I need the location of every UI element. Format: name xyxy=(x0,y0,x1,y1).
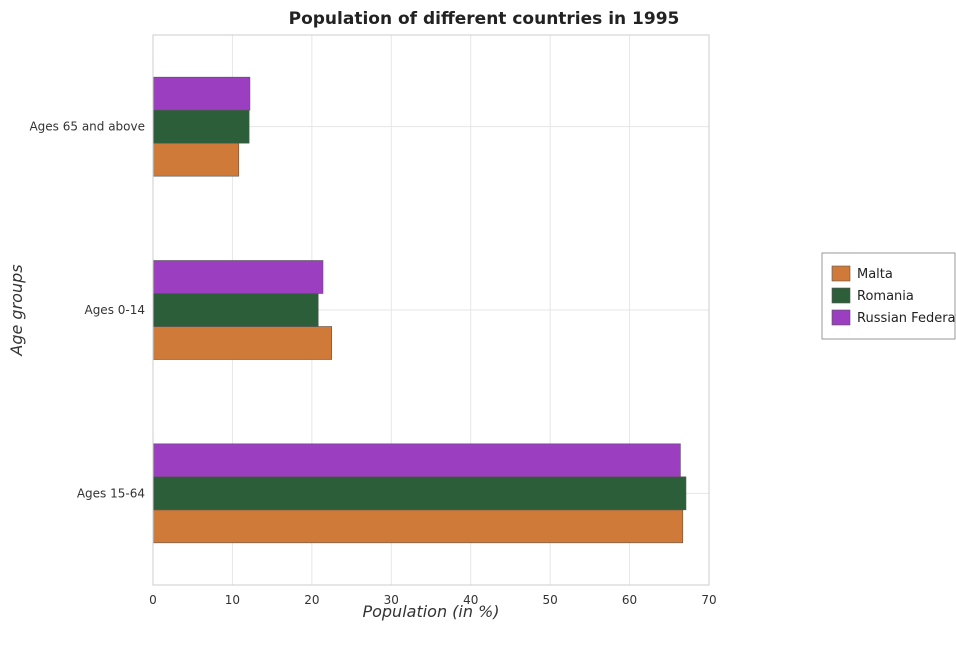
x-tick-label: 70 xyxy=(701,593,716,607)
y-tick-labels: Ages 65 and above Ages 0-14 Ages 15-64 xyxy=(29,120,145,501)
y-tick-label: Ages 0-14 xyxy=(84,303,145,317)
legend-label: Malta xyxy=(857,267,893,282)
bar-russian-federation xyxy=(152,443,681,478)
y-tick-label: Ages 65 and above xyxy=(29,120,145,134)
x-tick-label: 60 xyxy=(622,593,637,607)
bar-malta xyxy=(152,509,684,544)
legend-label: Russian Federation xyxy=(857,311,956,326)
x-tick-label: 50 xyxy=(543,593,558,607)
bar-romania xyxy=(152,476,687,511)
legend-swatch xyxy=(831,265,851,282)
legend-swatch xyxy=(831,287,851,304)
bar-malta xyxy=(152,142,240,177)
x-axis-label: Population (in %) xyxy=(362,602,499,621)
bar-russian-federation xyxy=(152,76,251,111)
y-axis-label: Age groups xyxy=(7,264,26,356)
bar-russian-federation xyxy=(152,260,324,294)
y-tick-label: Ages 15-64 xyxy=(77,486,145,500)
bars xyxy=(152,76,687,544)
legend: Malta Romania Russian Federation xyxy=(821,252,956,340)
x-tick-label: 10 xyxy=(225,593,240,607)
bar-romania xyxy=(152,293,319,327)
x-tick-labels: 0 10 20 30 40 50 60 70 xyxy=(149,593,716,607)
x-tick-label: 20 xyxy=(304,593,319,607)
bar-romania xyxy=(152,109,250,144)
x-tick-label: 30 xyxy=(384,593,399,607)
legend-swatch xyxy=(831,309,851,326)
legend-label: Romania xyxy=(857,289,914,304)
bar-malta xyxy=(152,326,333,360)
chart-title: Population of different countries in 199… xyxy=(289,9,680,29)
plot-frame xyxy=(152,34,710,586)
x-tick-label: 0 xyxy=(149,593,157,607)
x-tick-label: 40 xyxy=(463,593,478,607)
